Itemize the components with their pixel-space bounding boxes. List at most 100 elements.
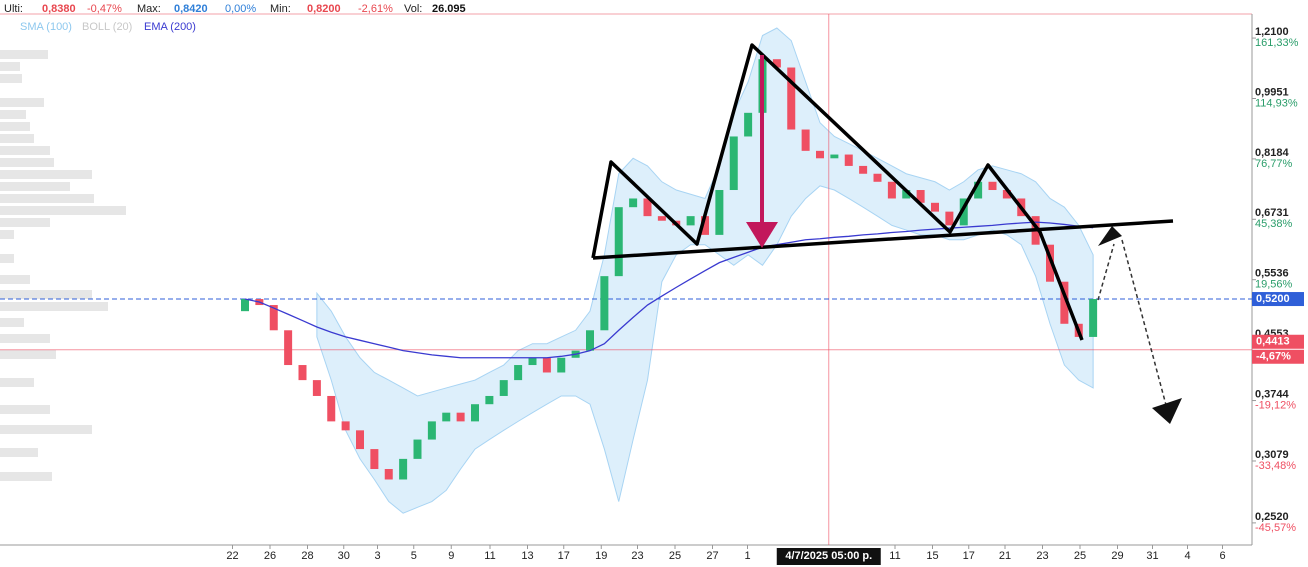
- time-tag: [776, 548, 881, 565]
- y-tick-percent: -45,57%: [1255, 522, 1296, 534]
- candle-body: [772, 59, 781, 68]
- x-tick-label: 17: [558, 550, 570, 562]
- x-tick-label: 19: [595, 550, 607, 562]
- candle-body: [1046, 244, 1054, 282]
- x-tick-label: 6: [1219, 550, 1225, 562]
- candle-body: [715, 190, 724, 235]
- candle-body: [945, 211, 954, 226]
- candle-body: [427, 421, 436, 440]
- y-tick-label: 0,3079: [1255, 449, 1289, 461]
- price-tag: [1252, 292, 1304, 307]
- indicator-legend: SMA (100): [20, 21, 72, 33]
- x-tick-label: 25: [669, 550, 681, 562]
- stat-value: 0,8420: [174, 3, 208, 15]
- stat-change: 0,00%: [225, 3, 256, 15]
- stat-label: Min:: [270, 3, 291, 15]
- candle-body: [988, 181, 997, 191]
- candle-body: [1002, 190, 1011, 199]
- candle-body: [399, 458, 408, 480]
- stat-value: 0,8380: [42, 3, 76, 15]
- candle-body: [341, 421, 350, 431]
- candle-body: [787, 67, 796, 130]
- candle-body: [413, 439, 422, 459]
- x-tick-label: 9: [448, 550, 454, 562]
- x-tick-label: 5: [411, 550, 417, 562]
- candle-body: [1060, 281, 1069, 324]
- y-tick-label: 0,8184: [1255, 147, 1290, 159]
- projection-arrow: [1097, 226, 1182, 424]
- candle-body: [887, 181, 896, 199]
- indicator-legend: EMA (200): [144, 21, 196, 33]
- candle-body: [356, 430, 364, 450]
- candle-body: [370, 449, 379, 470]
- indicator-legend: BOLL (20): [82, 21, 132, 33]
- candle-body: [1089, 299, 1098, 337]
- candle-body: [830, 154, 839, 159]
- x-tick-label: 27: [706, 550, 718, 562]
- candle-body: [801, 129, 810, 151]
- candle-body: [298, 365, 307, 381]
- candle-body: [586, 330, 594, 351]
- candle-body: [442, 412, 451, 422]
- candle-body: [471, 404, 479, 422]
- time-tag-label: 4/7/2025 05:00 p.: [785, 550, 872, 562]
- candle-body: [873, 173, 882, 182]
- candle-body: [902, 190, 911, 199]
- price-tag-label: -4,67%: [1256, 351, 1291, 363]
- candle-body: [744, 112, 753, 137]
- candle-body: [542, 357, 551, 373]
- x-tick-label: 26: [264, 550, 276, 562]
- x-tick-label: 15: [926, 550, 938, 562]
- price-tag: [1252, 334, 1304, 349]
- x-tick-label: 1: [744, 550, 750, 562]
- x-tick-label: 4: [1184, 550, 1190, 562]
- price-tag: [1252, 349, 1304, 364]
- candle-body: [643, 198, 652, 217]
- candle-body: [485, 395, 494, 405]
- y-tick-label: 0,9951: [1255, 86, 1289, 98]
- candle-body: [284, 330, 293, 366]
- candle-body: [514, 365, 523, 381]
- bollinger-band: [316, 27, 1094, 514]
- stat-value: 26.095: [432, 3, 466, 15]
- candle-body: [816, 150, 824, 159]
- y-tick-percent: 76,77%: [1255, 158, 1293, 170]
- candle-body: [931, 202, 939, 212]
- candle-body: [916, 190, 925, 203]
- candle-body: [844, 154, 853, 166]
- stat-value: 0,8200: [307, 3, 341, 15]
- candle-body: [312, 380, 321, 396]
- candle-body: [384, 469, 393, 480]
- y-tick-percent: 114,93%: [1255, 97, 1298, 109]
- candle-body: [701, 216, 709, 235]
- x-tick-label: 13: [521, 550, 533, 562]
- y-tick-percent: 161,33%: [1255, 37, 1299, 49]
- y-tick-label: 0,5536: [1255, 268, 1289, 280]
- y-tick-percent: 19,56%: [1255, 279, 1293, 291]
- y-tick-label: 1,2100: [1255, 26, 1289, 38]
- candle-body: [456, 412, 465, 422]
- y-tick-label: 0,6731: [1255, 207, 1289, 219]
- candle-body: [269, 305, 278, 331]
- candle-body: [327, 395, 336, 422]
- x-tick-label: 31: [1146, 550, 1158, 562]
- y-tick-percent: 45,38%: [1255, 218, 1293, 230]
- candle-body: [499, 380, 508, 396]
- y-tick-percent: -19,12%: [1255, 399, 1296, 411]
- x-tick-label: 11: [484, 550, 495, 562]
- y-tick-label: 0,2520: [1255, 511, 1289, 523]
- candle-body: [729, 136, 738, 191]
- candle-body: [686, 216, 695, 226]
- candle-body: [557, 357, 566, 373]
- x-tick-label: 29: [1111, 550, 1123, 562]
- stat-change: -0,47%: [87, 3, 122, 15]
- candle-body: [959, 198, 968, 226]
- volume-profile: [0, 50, 126, 481]
- candle-body: [600, 276, 609, 331]
- pattern-drawing: [591, 43, 1174, 341]
- stat-label: Max:: [137, 3, 161, 15]
- x-tick-label: 22: [226, 550, 238, 562]
- y-tick-label: 0,3744: [1255, 388, 1290, 400]
- target-arrow: [746, 55, 778, 248]
